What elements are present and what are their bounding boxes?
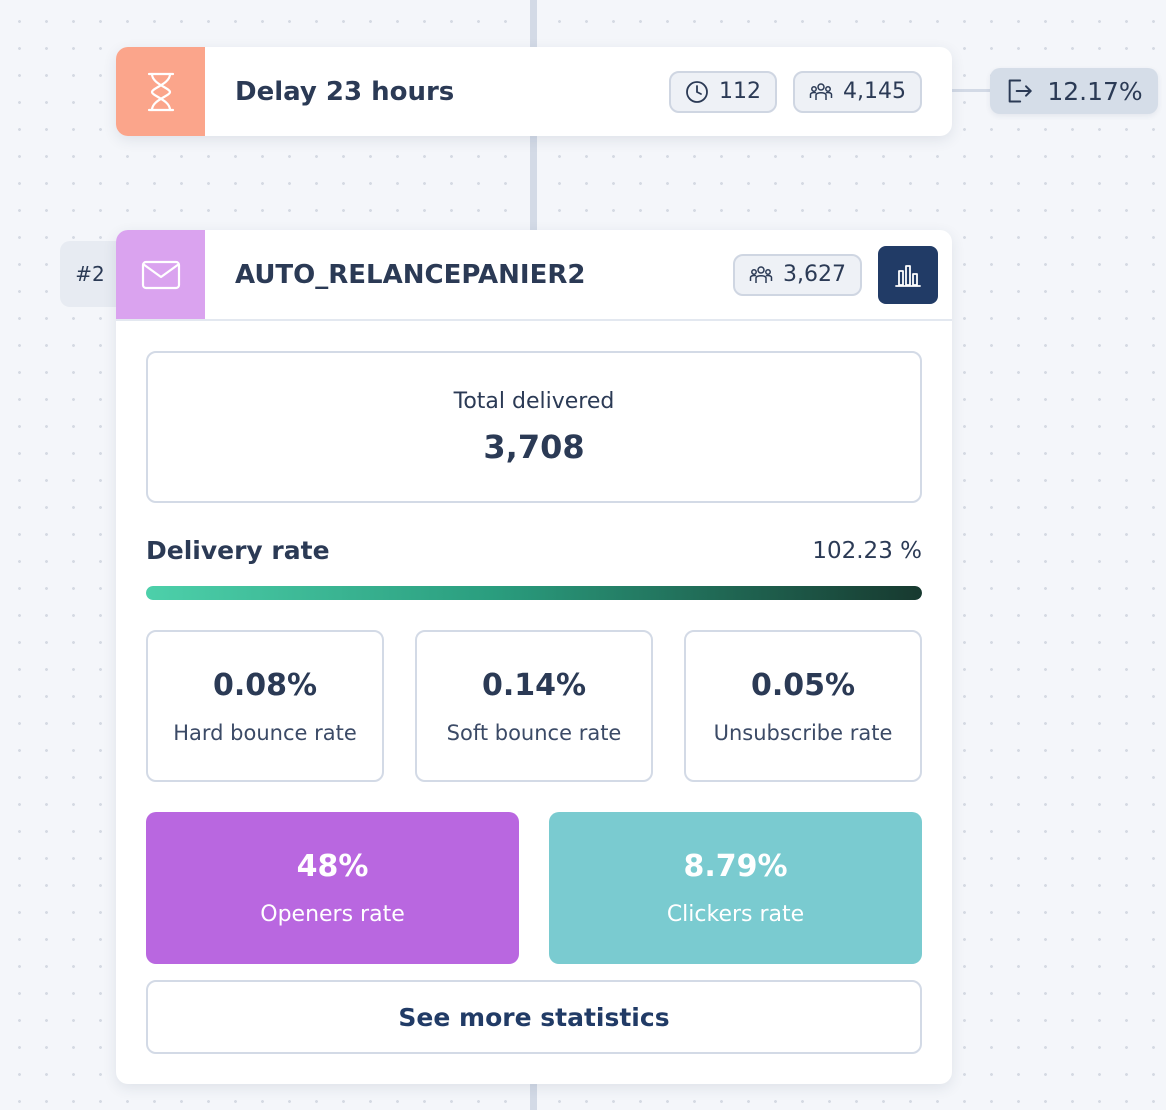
soft-bounce-value: 0.14%	[481, 667, 587, 703]
envelope-icon	[141, 260, 180, 289]
delay-node[interactable]: Delay 23 hours 112 4,145	[116, 47, 952, 136]
unsubscribe-box: 0.05% Unsubscribe rate	[684, 630, 922, 782]
flow-connector-middle	[530, 136, 537, 230]
delivery-rate-progress-bar	[146, 586, 922, 600]
delivery-rate-value: 102.23 %	[812, 537, 922, 564]
hard-bounce-box: 0.08% Hard bounce rate	[146, 630, 384, 782]
delay-node-icon-tile	[116, 47, 205, 136]
soft-bounce-label: Soft bounce rate	[446, 720, 622, 745]
total-delivered-box: Total delivered 3,708	[146, 351, 922, 503]
flow-connector-top	[530, 0, 537, 47]
step-number-tab: #2	[60, 241, 120, 307]
flow-connector-bottom	[530, 1084, 537, 1110]
openers-rate-box[interactable]: 48% Openers rate	[146, 812, 519, 964]
see-more-statistics-button[interactable]: See more statistics	[146, 980, 922, 1054]
email-contacts-badge[interactable]: 3,627	[733, 253, 862, 296]
email-node-icon-tile	[116, 230, 205, 319]
hard-bounce-value: 0.08%	[212, 667, 318, 703]
statistics-toggle-button[interactable]	[878, 245, 938, 304]
users-group-icon	[809, 82, 833, 100]
openers-rate-label: Openers rate	[260, 902, 405, 927]
exit-rate-value: 12.17%	[1047, 76, 1143, 106]
email-node[interactable]: AUTO_RELANCEPANIER2 3,627 Total delivere…	[116, 230, 952, 1084]
total-delivered-value: 3,708	[483, 427, 585, 466]
email-title: AUTO_RELANCEPANIER2	[235, 259, 586, 290]
clickers-rate-label: Clickers rate	[666, 902, 805, 927]
delivery-rate-progress-fill	[146, 586, 922, 600]
clickers-rate-value: 8.79%	[683, 849, 788, 884]
unsubscribe-label: Unsubscribe rate	[713, 720, 893, 745]
contacts-count: 4,145	[843, 79, 906, 104]
hard-bounce-label: Hard bounce rate	[173, 720, 357, 745]
delivery-rate-row: Delivery rate 102.23 %	[146, 536, 922, 565]
exit-rate-badge[interactable]: 12.17%	[990, 68, 1158, 114]
hourglass-icon	[147, 72, 174, 111]
openers-rate-value: 48%	[296, 849, 369, 884]
delay-title: Delay 23 hours	[235, 76, 455, 107]
users-group-icon	[749, 265, 773, 283]
unsubscribe-value: 0.05%	[750, 667, 856, 703]
email-node-header[interactable]: AUTO_RELANCEPANIER2 3,627	[116, 230, 952, 321]
exit-connector	[952, 89, 992, 92]
delivery-rate-label: Delivery rate	[146, 536, 330, 565]
contacts-count-badge[interactable]: 4,145	[793, 70, 922, 113]
email-contacts-count: 3,627	[783, 262, 846, 287]
exit-icon	[1009, 79, 1032, 103]
clock-icon	[686, 80, 708, 103]
clickers-rate-box[interactable]: 8.79% Clickers rate	[549, 812, 922, 964]
waiting-count-badge[interactable]: 112	[669, 70, 778, 113]
waiting-count: 112	[719, 79, 762, 104]
soft-bounce-box: 0.14% Soft bounce rate	[415, 630, 653, 782]
bar-chart-icon	[895, 264, 921, 287]
total-delivered-label: Total delivered	[453, 388, 615, 414]
